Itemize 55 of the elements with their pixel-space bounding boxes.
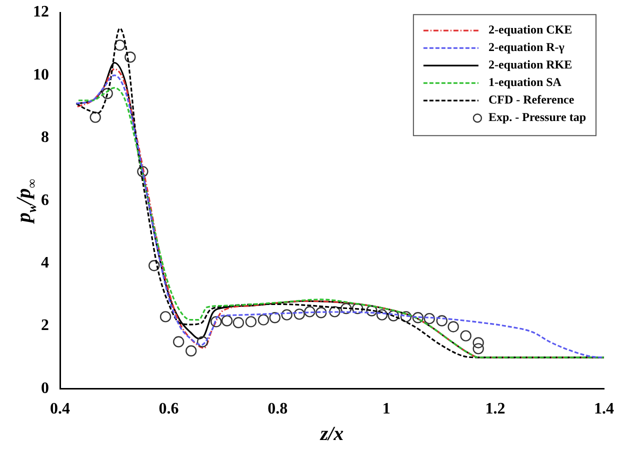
point: [436, 315, 448, 326]
point: [294, 308, 305, 320]
point: [196, 336, 208, 348]
point: [258, 314, 270, 326]
x-tick-label: 1: [382, 400, 390, 418]
point: [232, 317, 244, 328]
point: [412, 312, 424, 324]
point: [366, 305, 378, 316]
legend-label: 2-equation CKE: [488, 22, 572, 37]
point: [245, 316, 257, 328]
point: [316, 307, 327, 318]
point: [281, 309, 292, 320]
point: [160, 311, 172, 322]
y-tick-label: 10: [33, 66, 49, 84]
y-tick-label: 12: [33, 4, 49, 21]
point: [269, 312, 280, 324]
point: [340, 302, 352, 314]
point: [460, 330, 472, 342]
point: [376, 309, 388, 320]
point: [352, 302, 364, 314]
y-tick-label: 4: [41, 254, 49, 272]
legend-label: CFD - Reference: [488, 92, 575, 107]
x-tick-label: 0.8: [268, 400, 288, 418]
x-tick-label: 0.4: [50, 400, 70, 418]
point: [400, 311, 412, 322]
point: [186, 345, 197, 356]
y-tick-label: 6: [41, 192, 49, 209]
legend-label: 2-equation RKE: [488, 58, 572, 72]
x-axis-title: z/x: [319, 423, 344, 445]
x-tick-label: 1.4: [594, 400, 614, 418]
legend-label: Exp. - Pressure tap: [488, 110, 586, 124]
point: [472, 343, 484, 354]
legend-label: 1-equation SA: [488, 75, 562, 90]
point: [304, 306, 316, 318]
point: [221, 315, 233, 326]
point: [210, 316, 222, 328]
point: [448, 321, 459, 332]
point: [114, 40, 126, 51]
point: [148, 260, 160, 272]
point: [124, 52, 136, 63]
x-tick-label: 0.6: [158, 400, 179, 418]
point: [102, 88, 113, 100]
point: [424, 312, 435, 324]
point: [90, 112, 101, 123]
x-tick-label: 1.2: [485, 400, 506, 418]
point: [137, 166, 148, 178]
y-tick-label: 0: [41, 380, 49, 397]
point: [388, 310, 400, 322]
y-tick-label: 2: [41, 317, 49, 334]
y-axis-title: pw/p∞: [13, 178, 39, 224]
point: [329, 306, 340, 318]
point: [172, 336, 184, 348]
y-tick-label: 8: [41, 129, 49, 146]
point: [472, 337, 484, 348]
legend-label: 2-equation R-γ: [488, 40, 565, 54]
